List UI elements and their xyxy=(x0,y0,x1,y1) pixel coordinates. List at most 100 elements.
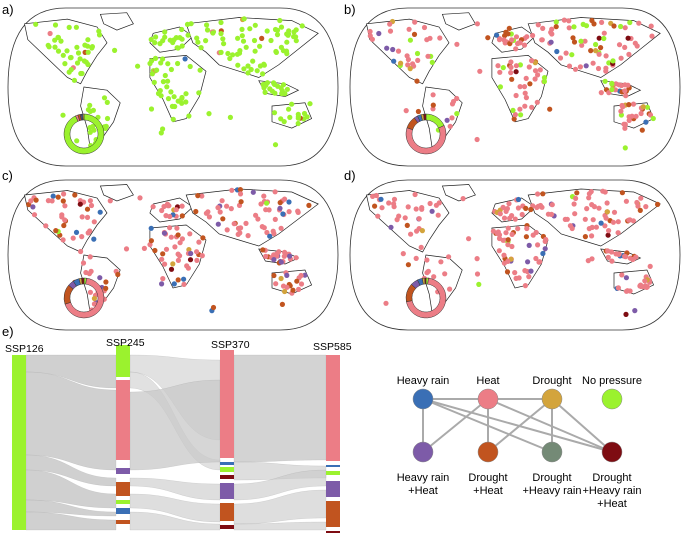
station-dot xyxy=(606,60,612,66)
map-panel-c xyxy=(7,179,339,331)
station-dot xyxy=(425,53,431,59)
station-dot xyxy=(648,23,654,29)
station-dot xyxy=(217,209,223,215)
station-dot xyxy=(579,42,585,48)
station-dot xyxy=(540,25,546,31)
station-dot xyxy=(84,214,91,220)
station-dot xyxy=(602,189,608,195)
station-dot xyxy=(228,206,234,212)
station-dot xyxy=(264,200,270,206)
station-dot xyxy=(199,193,205,199)
station-dot xyxy=(277,200,283,206)
station-dot xyxy=(79,70,85,77)
station-dot xyxy=(424,270,430,276)
station-dot xyxy=(43,223,49,229)
sankey-node xyxy=(116,345,130,377)
station-dot xyxy=(375,213,381,219)
station-dot xyxy=(505,225,511,231)
sankey-flow xyxy=(129,493,221,523)
station-dot xyxy=(53,228,59,234)
station-dot xyxy=(173,207,179,213)
station-dot xyxy=(618,23,624,30)
station-dot xyxy=(203,38,209,44)
station-dot xyxy=(537,67,543,73)
station-dot xyxy=(602,78,608,84)
station-dot xyxy=(85,230,91,236)
sankey-column-label: SSP370 xyxy=(211,339,250,351)
station-dot xyxy=(411,31,418,37)
station-dot xyxy=(260,71,266,77)
station-dot xyxy=(508,64,514,70)
station-dot xyxy=(387,21,393,27)
station-dot xyxy=(204,27,211,33)
station-dot xyxy=(250,58,256,64)
station-dot xyxy=(237,230,243,236)
station-dot xyxy=(370,193,376,199)
station-dot xyxy=(245,63,251,69)
station-dot xyxy=(182,56,188,62)
station-dot xyxy=(585,258,591,264)
station-dot xyxy=(194,249,200,255)
station-dot xyxy=(503,208,509,214)
station-dot xyxy=(172,244,178,250)
legend-label: +Heavy rain xyxy=(582,485,641,497)
station-dot xyxy=(372,203,378,209)
station-dot xyxy=(636,20,642,26)
station-dot xyxy=(622,25,628,31)
legend-label: +Heavy rain xyxy=(522,485,581,497)
sankey-column-label: SSP585 xyxy=(313,341,352,353)
station-dot xyxy=(523,95,530,101)
station-dot xyxy=(148,238,154,244)
legend-edge xyxy=(422,398,613,453)
station-dot xyxy=(149,58,155,64)
station-dot xyxy=(257,43,263,49)
station-dot xyxy=(622,44,628,51)
station-dot xyxy=(280,82,287,88)
station-dot xyxy=(588,48,594,54)
sankey-node xyxy=(12,355,26,530)
station-dot xyxy=(561,17,567,23)
station-dot xyxy=(236,50,243,56)
station-dot xyxy=(639,127,645,133)
station-dot xyxy=(50,193,56,199)
station-dot xyxy=(524,225,530,232)
station-dot xyxy=(506,201,512,207)
station-dot xyxy=(404,222,410,228)
station-dot xyxy=(518,112,524,118)
station-dot xyxy=(390,46,396,53)
station-dot xyxy=(185,32,191,38)
station-dot xyxy=(224,203,230,209)
station-dot xyxy=(603,65,609,71)
station-dot xyxy=(506,25,512,31)
station-dot xyxy=(414,78,420,84)
station-dot xyxy=(404,53,410,59)
station-dot xyxy=(517,40,523,46)
station-dot xyxy=(509,243,515,250)
legend-label: No pressure xyxy=(582,375,642,387)
station-dot xyxy=(632,40,638,46)
station-dot xyxy=(602,223,608,229)
station-dot xyxy=(221,41,227,47)
station-dot xyxy=(438,259,444,265)
legend-swatch xyxy=(601,388,623,410)
donut-slice xyxy=(63,113,105,155)
station-dot xyxy=(395,48,402,54)
station-dot xyxy=(162,261,168,267)
station-dot xyxy=(154,67,160,73)
station-dot xyxy=(562,216,568,222)
station-dot xyxy=(513,34,520,40)
station-dot xyxy=(274,31,281,38)
station-dot xyxy=(295,209,301,215)
sankey-node xyxy=(116,468,130,474)
station-dot xyxy=(430,106,436,112)
station-dot xyxy=(582,234,589,240)
station-dot xyxy=(618,112,625,118)
station-dot xyxy=(253,212,259,218)
station-dot xyxy=(427,35,433,41)
station-dot xyxy=(610,58,616,64)
station-dot xyxy=(476,281,482,287)
station-dot xyxy=(500,237,506,243)
station-dot xyxy=(162,29,168,35)
station-dot xyxy=(60,198,66,204)
station-dot xyxy=(436,200,442,206)
